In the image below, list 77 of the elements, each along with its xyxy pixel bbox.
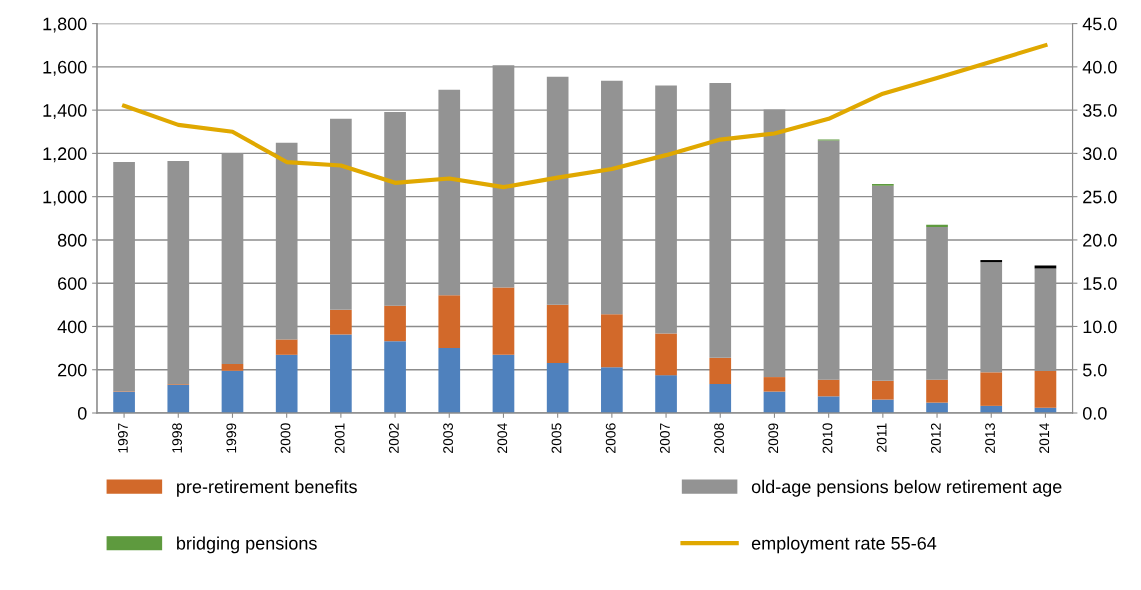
y-tick-label: 1,800 xyxy=(43,17,87,33)
x-tick-label: 2004 xyxy=(497,423,508,453)
y-tick-label: 1,400 xyxy=(43,104,87,119)
x-tick-label: 2006 xyxy=(605,423,616,453)
bar xyxy=(546,363,569,413)
x-tick-label: 2001 xyxy=(334,423,345,453)
y2-tick-label: 20.0 xyxy=(1083,233,1117,247)
y2-tick-label: 15.0 xyxy=(1083,277,1117,290)
bar xyxy=(492,354,515,413)
bar xyxy=(601,367,623,413)
x-tick-label: 2003 xyxy=(443,423,453,453)
y-tick-label: 1,200 xyxy=(43,147,87,163)
line-series xyxy=(121,43,1048,190)
x-tick-label: 2010 xyxy=(822,423,833,453)
bar xyxy=(330,309,352,335)
x-tick-label: 2014 xyxy=(1039,423,1050,453)
y-tick-label: 400 xyxy=(57,320,87,334)
y2-tick-label: 10.0 xyxy=(1083,320,1117,334)
y-tick-label: 0 xyxy=(77,406,87,420)
bar xyxy=(275,354,298,413)
bar xyxy=(438,348,461,413)
legend-label: pre-retirement benefits xyxy=(177,479,357,497)
y2-tick-label: 35.0 xyxy=(1082,104,1117,117)
bar xyxy=(221,370,244,413)
bar xyxy=(709,357,732,385)
legend-label: old-age pensions below retirement age xyxy=(751,479,1062,497)
x-tick-label: 2007 xyxy=(659,423,670,453)
bar xyxy=(872,380,894,400)
bar xyxy=(926,224,948,227)
bar xyxy=(167,384,190,413)
y-tick-label: 1,600 xyxy=(43,60,87,76)
bar xyxy=(546,304,569,364)
x-tick-label: 2005 xyxy=(551,423,562,453)
bar xyxy=(492,287,515,355)
y-tick-label: 600 xyxy=(58,277,87,290)
y-tick-label: 200 xyxy=(58,363,87,377)
y2-tick-label: 25.0 xyxy=(1083,190,1117,204)
x-tick-label: 2011 xyxy=(876,423,887,452)
bar xyxy=(438,295,461,349)
y2-tick-label: 30.0 xyxy=(1082,147,1117,161)
x-tick-label: 2009 xyxy=(768,423,779,453)
bar xyxy=(817,379,840,397)
y2-tick-label: 45.0 xyxy=(1082,17,1117,31)
y2-tick-label: 40.0 xyxy=(1082,60,1117,74)
bar xyxy=(221,364,244,371)
x-tick-label: 2013 xyxy=(985,423,995,453)
bar xyxy=(817,396,840,413)
y2-tick-label: 5.0 xyxy=(1082,363,1107,377)
bar xyxy=(709,384,732,413)
bar xyxy=(275,339,298,355)
legend-label: bridging pensions xyxy=(177,536,317,554)
x-tick-label: 2012 xyxy=(930,423,941,453)
legend-label: employment rate 55-64 xyxy=(751,536,937,554)
bar xyxy=(655,333,677,376)
bar xyxy=(384,305,406,342)
y2-tick-label: 0.0 xyxy=(1082,406,1107,420)
bar xyxy=(1034,371,1057,408)
x-tick-label: 2002 xyxy=(388,423,399,453)
bar xyxy=(926,379,948,403)
bar xyxy=(113,391,135,413)
bar xyxy=(980,260,1003,263)
bar xyxy=(1034,265,1057,269)
x-tick-label: 1998 xyxy=(172,423,183,453)
x-tick-label: 1999 xyxy=(226,423,237,453)
x-tick-label: 2000 xyxy=(280,423,291,453)
bar xyxy=(763,377,786,392)
x-tick-label: 2008 xyxy=(714,423,724,453)
y-tick-label: 800 xyxy=(57,233,87,247)
bar xyxy=(384,341,406,413)
bar xyxy=(763,391,786,413)
bar xyxy=(655,375,677,413)
bar xyxy=(980,372,1003,406)
bar xyxy=(601,314,623,368)
bar xyxy=(872,399,894,413)
bar xyxy=(330,334,352,413)
y-tick-label: 1,000 xyxy=(43,190,87,206)
x-tick-label: 1997 xyxy=(117,423,128,453)
